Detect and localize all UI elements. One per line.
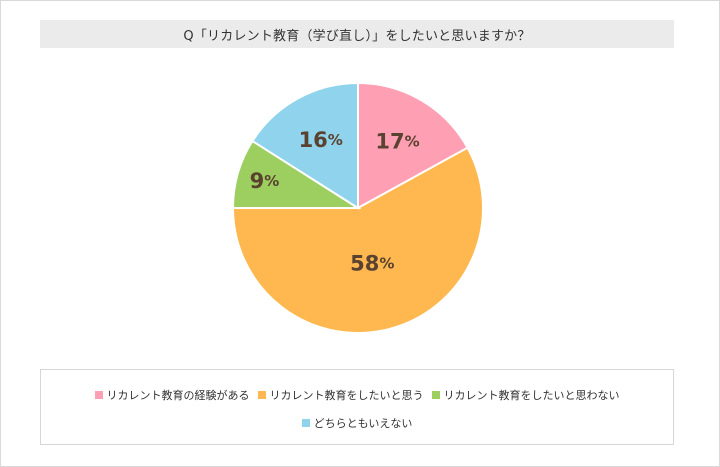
pie-slice-want	[231, 146, 484, 334]
legend: リカレント教育の経験がある リカレント教育をしたいと思う リカレント教育をしたい…	[40, 369, 674, 445]
data-label-experienced: 17%	[375, 129, 419, 153]
pie-slice-experienced	[357, 81, 469, 210]
legend-label-neither: どちらともいえない	[313, 417, 413, 430]
legend-item-not-want: リカレント教育をしたいと思わない	[431, 387, 620, 403]
legend-label-want: リカレント教育をしたいと思う	[269, 389, 424, 402]
legend-item-experienced: リカレント教育の経験がある	[94, 387, 250, 403]
data-label-neither: 16%	[299, 128, 343, 152]
chart-title-bar: Q「リカレント教育（学び直し）」をしたいと思いますか？	[40, 20, 674, 48]
pie-slice-neither	[251, 81, 359, 210]
legend-row-1: リカレント教育の経験がある リカレント教育をしたいと思う リカレント教育をしたい…	[41, 387, 673, 403]
legend-item-neither: どちらともいえない	[301, 415, 413, 431]
legend-swatch-not-want	[431, 391, 440, 399]
legend-label-experienced: リカレント教育の経験がある	[106, 389, 250, 402]
chart-title: Q「リカレント教育（学び直し）」をしたいと思いますか？	[183, 28, 531, 44]
legend-swatch-want	[257, 391, 266, 399]
legend-row-2: どちらともいえない	[41, 415, 673, 431]
data-label-not-want: 9%	[250, 169, 280, 193]
data-label-want: 58%	[350, 252, 394, 276]
legend-swatch-experienced	[94, 391, 103, 399]
legend-swatch-neither	[301, 419, 310, 427]
legend-item-want: リカレント教育をしたいと思う	[257, 387, 424, 403]
legend-label-not-want: リカレント教育をしたいと思わない	[443, 389, 620, 402]
